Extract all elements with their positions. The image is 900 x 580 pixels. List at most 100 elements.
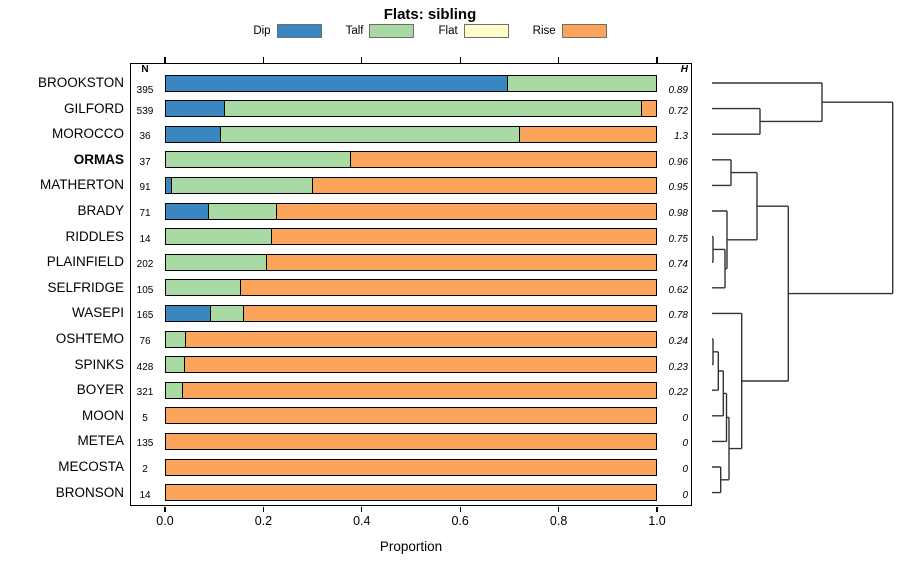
bar-segment-rise (166, 408, 656, 424)
bar-segment-rise (242, 305, 656, 321)
stacked-bar (165, 458, 657, 476)
stacked-bar (165, 228, 657, 246)
bar-segment-talf (210, 305, 243, 321)
h-value: 0 (682, 412, 688, 424)
bar-segment-dip (166, 177, 171, 193)
legend-entry: Talf (346, 24, 415, 38)
n-value: 202 (136, 259, 154, 271)
bar-segment-rise (350, 152, 656, 168)
bar-segment-rise (185, 331, 656, 347)
n-value: 14 (139, 233, 151, 245)
n-value: 135 (136, 438, 154, 450)
legend-swatch-flat (463, 24, 509, 38)
legend-swatch-rise (561, 24, 607, 38)
legend-entry: Flat (438, 24, 509, 38)
stacked-bar (165, 253, 657, 271)
y-label: ORMAS (73, 151, 124, 167)
h-value: 0.23 (668, 361, 688, 373)
bar-segment-rise (166, 485, 656, 501)
stacked-bar (165, 407, 657, 425)
axis-tick-bottom (558, 506, 560, 512)
y-label: BOYER (76, 382, 124, 398)
bar-segment-rise (240, 280, 656, 296)
legend-entry: Dip (253, 24, 322, 38)
h-value: 0 (682, 438, 688, 450)
bar-segment-talf (166, 331, 186, 347)
bar-segment-rise (182, 382, 656, 398)
axis-tick-top (656, 57, 658, 63)
n-value: 165 (136, 310, 154, 322)
h-value: 0.62 (668, 284, 688, 296)
h-value: 0.74 (668, 259, 688, 271)
n-value: 321 (136, 387, 154, 399)
y-label: BROOKSTON (37, 75, 124, 90)
axis-tick-top (459, 57, 461, 63)
y-label: BRONSON (55, 484, 124, 500)
stacked-bar (165, 125, 657, 143)
y-label: METEA (77, 433, 124, 449)
legend: Dip Talf Flat Rise (0, 24, 860, 38)
n-value: 5 (142, 412, 148, 424)
bar-segment-rise (166, 459, 656, 475)
axis-tick-top (558, 57, 560, 63)
bar-segment-rise (275, 203, 656, 219)
stacked-bar (165, 202, 657, 220)
axis-tick-top (262, 57, 265, 63)
bar-segment-talf (219, 126, 520, 142)
axis-tick-bottom (164, 506, 166, 512)
stacked-bar (165, 356, 657, 374)
h-value: 1.3 (674, 131, 688, 143)
stacked-bar (165, 304, 657, 322)
n-value: 14 (139, 489, 151, 501)
h-value: 0.95 (668, 182, 688, 194)
legend-entry: Rise (533, 24, 607, 38)
bar-segment-dip (166, 305, 211, 321)
bar-segment-rise (519, 126, 656, 142)
h-column-header: H (680, 64, 688, 75)
y-label: WASEPI (71, 305, 124, 321)
legend-label: Dip (253, 25, 271, 37)
n-value: 539 (136, 105, 154, 117)
bar-segment-talf (166, 152, 351, 168)
y-label: PLAINFIELD (46, 254, 124, 270)
y-label: SELFRIDGE (47, 279, 124, 295)
stacked-bar (165, 151, 657, 169)
legend-swatch-dip (276, 24, 322, 38)
h-value: 0.24 (668, 336, 688, 347)
h-value: 0.96 (668, 156, 688, 168)
y-label: MATHERTON (39, 177, 124, 193)
bar-segment-talf (166, 357, 184, 373)
n-value: 428 (136, 361, 154, 373)
bar-segment-talf (166, 382, 183, 398)
stacked-bar (165, 279, 657, 297)
bar-segment-talf (506, 75, 656, 91)
axis-tick-label: 0.4 (353, 514, 371, 528)
bar-segment-talf (223, 101, 642, 117)
h-value: 0.22 (668, 387, 688, 399)
bar-segment-talf (170, 177, 312, 193)
bar-segment-talf (207, 203, 276, 219)
h-value: 0 (682, 489, 688, 501)
n-value: 36 (139, 131, 151, 143)
n-column-header: N (141, 64, 149, 75)
stacked-bar (165, 381, 657, 399)
legend-label: Flat (438, 25, 458, 37)
y-label: OSHTEMO (55, 331, 124, 346)
axis-tick-label: 0.8 (549, 514, 568, 528)
axis-tick-bottom (459, 506, 461, 512)
n-value: 91 (139, 182, 151, 194)
n-value: 71 (139, 208, 151, 219)
y-label: SPINKS (74, 356, 124, 372)
y-label: MECOSTA (58, 459, 124, 474)
h-value: 0 (682, 464, 688, 475)
bar-segment-rise (266, 254, 656, 270)
axis-tick-bottom (262, 506, 265, 512)
h-value: 0.89 (668, 85, 688, 96)
bar-segment-talf (166, 229, 272, 245)
y-label: RIDDLES (65, 228, 124, 244)
dendrogram-lines (712, 82, 894, 494)
axis-tick-label: 0.6 (451, 514, 469, 528)
n-value: 105 (136, 284, 154, 296)
bar-segment-rise (312, 177, 656, 193)
